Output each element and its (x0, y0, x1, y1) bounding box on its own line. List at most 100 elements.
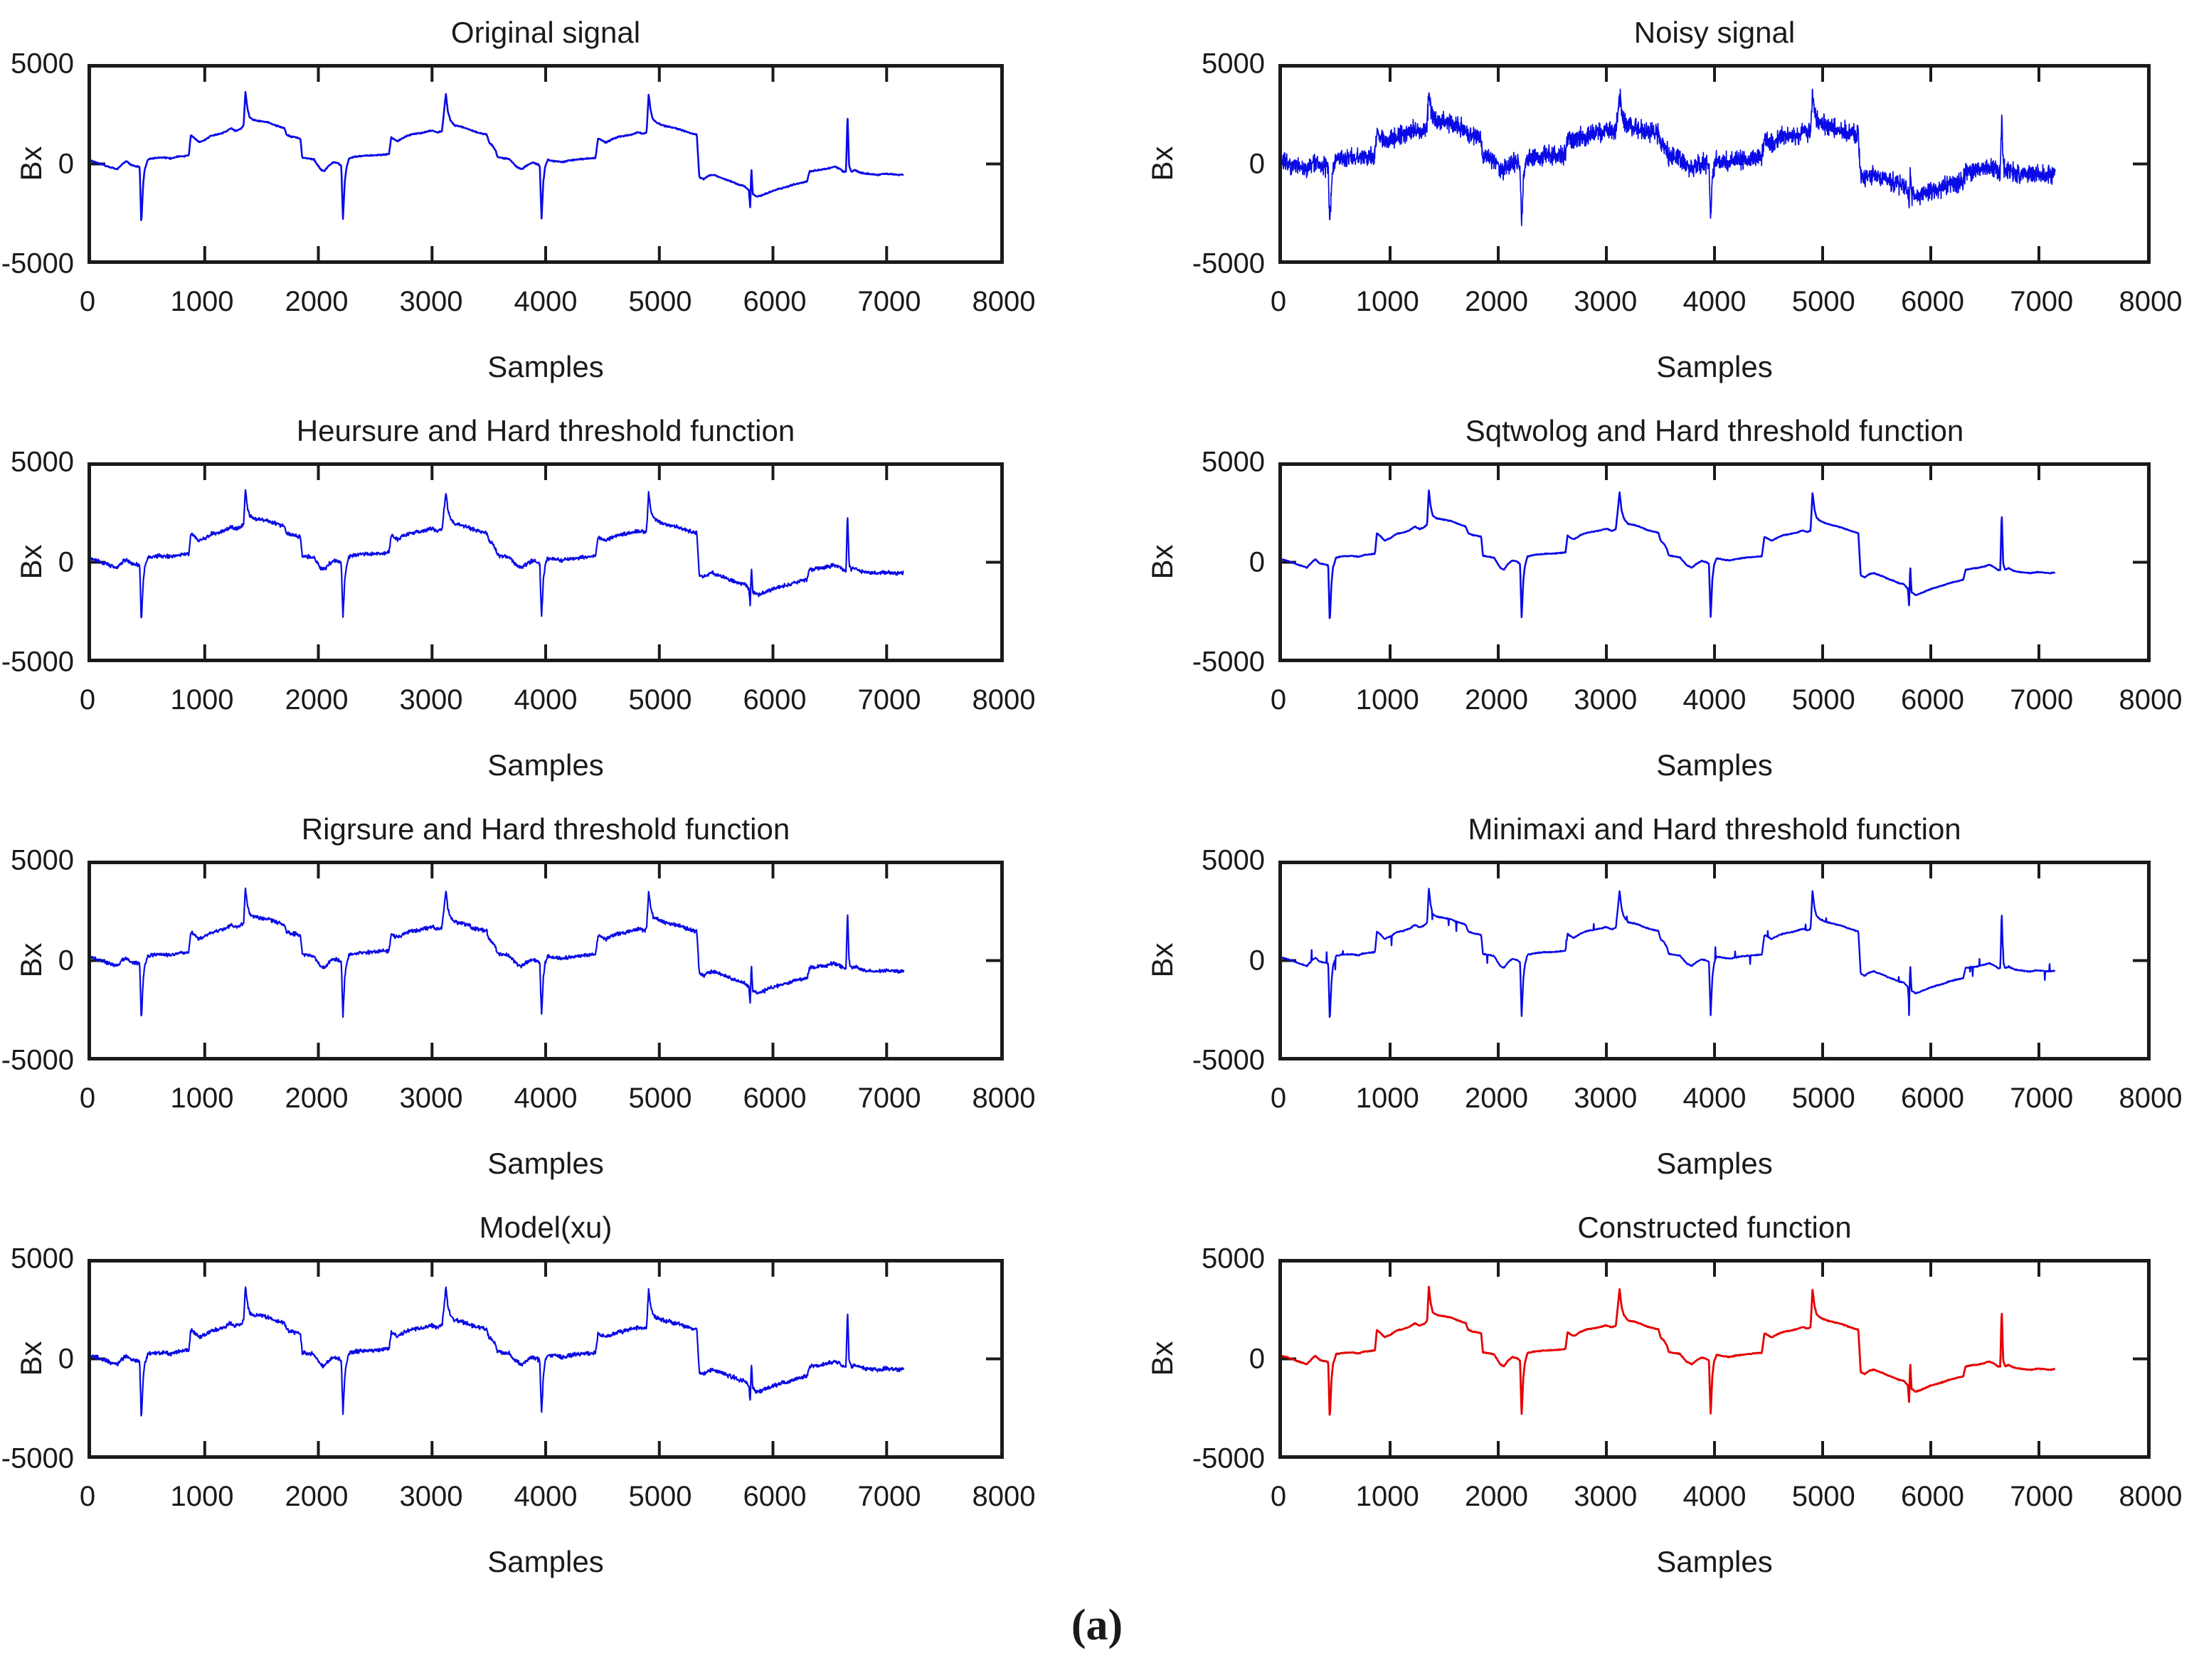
y-tick-labels: 5000 0 -5000 (0, 845, 74, 1076)
signal-line (91, 91, 904, 221)
x-axis-label: Samples (487, 1147, 604, 1180)
y-tick-labels: 5000 0 -5000 (0, 1243, 74, 1474)
x-tick-label: 7000 (857, 1083, 921, 1114)
plot-title: Sqtwolog and Hard threshold function (1465, 414, 1964, 447)
signal-line (91, 887, 905, 1019)
figure-caption: (a) (1071, 1601, 1123, 1649)
x-tick-label: 1000 (1355, 286, 1419, 317)
x-tick-label: 3000 (1574, 286, 1638, 317)
y-tick-label: 5000 (1202, 48, 1265, 80)
signal-path (1282, 489, 2056, 620)
x-tick-label: 2000 (285, 286, 349, 317)
y-tick-label: 0 (58, 1343, 74, 1374)
y-tick-label: 5000 (11, 1243, 74, 1275)
x-tick-label: 6000 (743, 1083, 807, 1114)
y-tick-label: 0 (58, 945, 74, 976)
y-tick-label: 0 (1249, 546, 1265, 578)
y-tick-label: 0 (1249, 945, 1265, 976)
x-tick-labels: 0 1000 2000 3000 4000 5000 6000 7000 8000 (80, 286, 1036, 320)
x-tick-label: 5000 (1791, 1481, 1855, 1512)
x-tick-label: 3000 (1574, 684, 1638, 716)
x-tick-label: 4000 (514, 286, 578, 317)
x-tick-labels: 0 1000 2000 3000 4000 5000 6000 7000 8000 (1271, 1481, 2183, 1515)
x-tick-labels: 0 1000 2000 3000 4000 5000 6000 7000 8000 (1271, 286, 2183, 320)
plot-area (1278, 1259, 2151, 1459)
x-tick-labels: 0 1000 2000 3000 4000 5000 6000 7000 8000 (1271, 684, 2183, 718)
x-tick-label: 1000 (1355, 1481, 1419, 1512)
plot-area (88, 1259, 1004, 1459)
x-tick-labels: 0 1000 2000 3000 4000 5000 6000 7000 8000 (80, 1083, 1036, 1117)
x-tick-label: 6000 (1901, 1481, 1964, 1512)
subplot-noisy-signal: Noisy signal Bx 5000 0 -5000 0 1000 2000 3000… (1097, 0, 2194, 398)
signal-path (1282, 888, 2056, 1019)
y-tick-labels: 5000 0 -5000 (1097, 845, 1265, 1076)
x-tick-label: 3000 (399, 1083, 463, 1114)
plot-title: Heursure and Hard threshold function (296, 414, 795, 447)
x-tick-label: 3000 (1574, 1481, 1638, 1512)
x-axis-label: Samples (487, 748, 604, 782)
signal-path (1282, 88, 2056, 226)
plot-title: Rigrsure and Hard threshold function (301, 812, 790, 846)
y-tick-label: -5000 (1192, 1442, 1265, 1474)
x-tick-label: 3000 (1574, 1083, 1638, 1114)
x-tick-label: 8000 (2119, 1083, 2183, 1114)
x-axis-label: Samples (487, 1545, 604, 1578)
plot-title: Noisy signal (1633, 16, 1796, 49)
x-tick-label: 4000 (514, 684, 578, 716)
x-tick-label: 8000 (972, 286, 1036, 317)
x-tick-label: 5000 (628, 1083, 692, 1114)
x-tick-label: 4000 (1682, 684, 1747, 716)
x-tick-label: 6000 (1901, 1083, 1964, 1114)
x-tick-label: 5000 (628, 286, 692, 317)
x-tick-label: 1000 (170, 286, 234, 317)
y-tick-labels: 5000 0 -5000 (1097, 447, 1265, 678)
subplot-original-signal: Original signal Bx 5000 0 -5000 0 1000 2000 3… (0, 0, 1097, 398)
signal-path (91, 1286, 905, 1417)
plot-title: Constructed function (1577, 1211, 1852, 1244)
subplot-constructed-function: Constructed function Bx 5000 0 -5000 0 1000… (1097, 1195, 2194, 1593)
subplot-minimaxi-hard-threshold: Minimaxi and Hard threshold function Bx … (1097, 797, 2194, 1195)
x-tick-label: 2000 (1465, 1481, 1528, 1512)
x-tick-label: 0 (79, 684, 96, 716)
x-tick-label: 1000 (1355, 1083, 1419, 1114)
x-tick-label: 5000 (628, 1481, 692, 1512)
y-tick-label: 5000 (11, 48, 74, 80)
y-tick-label: 5000 (1202, 446, 1265, 478)
y-tick-label: -5000 (1, 1044, 74, 1076)
signal-line (1282, 88, 2056, 226)
x-tick-label: 1000 (170, 1481, 234, 1512)
x-tick-label: 8000 (972, 1481, 1036, 1512)
signal-line (1282, 888, 2056, 1019)
x-axis-label: Samples (1656, 748, 1773, 782)
y-tick-label: 5000 (1202, 844, 1265, 876)
x-tick-label: 7000 (2010, 286, 2074, 317)
x-tick-label: 7000 (857, 1481, 921, 1512)
x-tick-label: 0 (1270, 684, 1287, 716)
x-tick-label: 0 (1270, 1481, 1287, 1512)
y-tick-label: 0 (1249, 148, 1265, 179)
x-tick-label: 2000 (285, 684, 349, 716)
plot-title: Original signal (450, 16, 641, 49)
x-tick-label: 1000 (170, 684, 234, 716)
x-tick-label: 3000 (399, 1481, 463, 1512)
x-tick-label: 5000 (1791, 286, 1855, 317)
x-axis-label: Samples (1656, 1147, 1773, 1180)
subplot-model-xu: Model(xu) Bx 5000 0 -5000 0 1000 2000 3000 400… (0, 1195, 1097, 1593)
y-tick-label: 0 (58, 546, 74, 578)
plot-area (1278, 462, 2151, 662)
plot-area (88, 462, 1004, 662)
x-tick-label: 8000 (2119, 684, 2183, 716)
subplot-rigrsure-hard-threshold: Rigrsure and Hard threshold function Bx … (0, 797, 1097, 1195)
x-axis-label: Samples (1656, 350, 1773, 383)
y-tick-labels: 5000 0 -5000 (0, 447, 74, 678)
y-tick-label: -5000 (1, 1442, 74, 1474)
signal-line (1282, 489, 2056, 620)
y-tick-labels: 5000 0 -5000 (0, 48, 74, 280)
x-tick-label: 1000 (1355, 684, 1419, 716)
y-tick-label: 5000 (11, 844, 74, 876)
y-tick-label: 5000 (11, 446, 74, 478)
x-tick-label: 4000 (514, 1083, 578, 1114)
x-tick-label: 7000 (857, 286, 921, 317)
x-tick-label: 0 (1270, 1083, 1287, 1114)
plot-area (1278, 861, 2151, 1060)
